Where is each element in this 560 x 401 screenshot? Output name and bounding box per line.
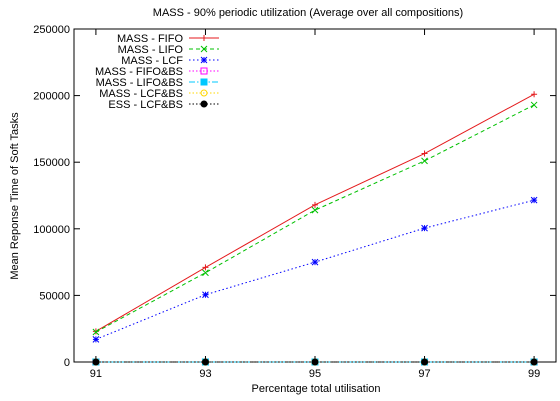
- x-tick-label: 91: [90, 368, 102, 380]
- data-point: [530, 358, 538, 366]
- x-tick-label: 97: [418, 368, 430, 380]
- legend-label: MASS - FIFO: [117, 33, 183, 45]
- data-point: [530, 196, 538, 204]
- data-point: [202, 291, 209, 299]
- legend-entry: MASS - LIFO: [118, 44, 219, 56]
- data-point: [421, 224, 428, 232]
- y-tick-label: 150000: [33, 157, 70, 169]
- data-point: [92, 358, 100, 366]
- series-7: [92, 358, 538, 366]
- x-tick-label: 93: [199, 368, 211, 380]
- y-tick-label: 200000: [33, 91, 70, 103]
- legend-entry: MASS - LCF: [121, 55, 219, 67]
- data-point: [312, 201, 318, 208]
- data-point: [531, 91, 538, 98]
- y-tick-label: 50000: [39, 290, 70, 302]
- data-point: [202, 264, 209, 271]
- data-point: [92, 336, 100, 343]
- y-tick-label: 100000: [33, 224, 70, 236]
- legend-marker: [200, 45, 208, 53]
- legend-marker: [200, 56, 208, 64]
- legend-marker: [200, 89, 208, 97]
- data-point: [92, 328, 100, 336]
- legend-entry: MASS - LIFO&BS: [96, 77, 219, 89]
- y-axis-label: Mean Reponse Time of Soft Tasks: [9, 112, 21, 280]
- y-tick-label: 250000: [33, 24, 70, 36]
- data-point: [530, 101, 538, 109]
- legend-entry: MASS - FIFO&BS: [95, 66, 219, 78]
- series-line: [95, 104, 535, 333]
- data-point: [421, 150, 428, 157]
- x-axis-label: Percentage total utilisation: [251, 383, 380, 395]
- legend-entry: MASS - LCF&BS: [99, 88, 219, 100]
- data-point: [421, 358, 429, 366]
- data-point: [311, 206, 319, 214]
- series-line: [95, 93, 535, 332]
- data-point: [201, 358, 209, 366]
- legend-marker: [200, 78, 208, 86]
- series-2: [92, 101, 538, 336]
- chart-title: MASS - 90% periodic utilization (Average…: [153, 7, 463, 19]
- data-point: [311, 358, 319, 366]
- data-point: [421, 157, 428, 165]
- legend-label: MASS - LIFO: [118, 44, 184, 56]
- series-line: [95, 199, 535, 340]
- series-layer: [92, 91, 538, 366]
- data-point: [202, 269, 209, 277]
- series-1: [92, 91, 538, 335]
- series-3: [92, 196, 538, 343]
- data-point: [311, 258, 319, 266]
- legend-entry: MASS - FIFO: [117, 33, 219, 45]
- legend-marker: [200, 67, 208, 75]
- legend-label: MASS - LCF: [121, 55, 183, 67]
- x-tick-label: 99: [528, 368, 540, 380]
- y-tick-label: 0: [64, 357, 70, 369]
- x-tick-label: 95: [309, 368, 321, 380]
- legend-label: MASS - FIFO&BS: [95, 66, 183, 78]
- legend-label: MASS - LIFO&BS: [96, 77, 183, 89]
- legend-label: MASS - LCF&BS: [99, 88, 183, 100]
- legend-marker: [200, 100, 208, 108]
- legend-entry: ESS - LCF&BS: [108, 99, 219, 111]
- legend-label: ESS - LCF&BS: [108, 99, 183, 111]
- legend-marker: [201, 35, 207, 41]
